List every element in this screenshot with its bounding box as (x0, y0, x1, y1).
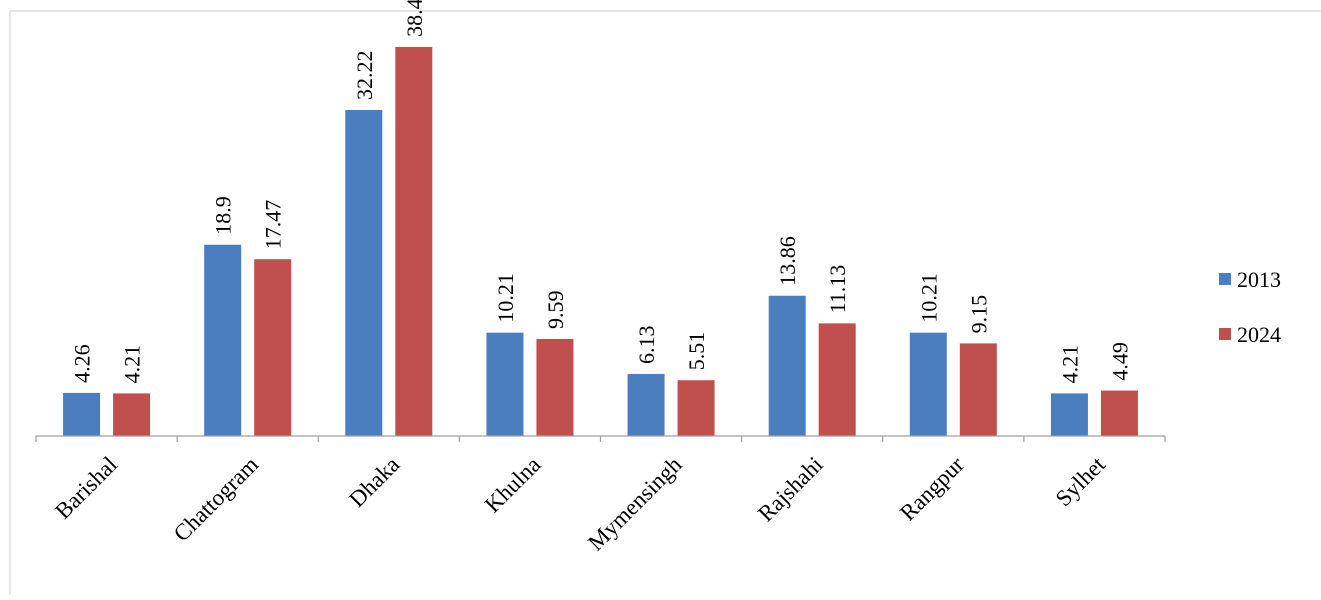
bar-2024-mymensingh (677, 380, 715, 436)
legend-swatch-2013 (1219, 273, 1231, 285)
data-label-2024-rajshahi: 11.13 (825, 265, 850, 314)
legend-label-2013: 2013 (1237, 267, 1281, 292)
data-label-2013-mymensingh: 6.13 (634, 325, 659, 364)
legend: 2013 2024 (1219, 267, 1281, 347)
data-label-2013-chattogram: 18.9 (211, 196, 236, 235)
bar-2024-chattogram (254, 259, 292, 436)
category-label-chattogram: Chattogram (169, 452, 264, 547)
data-label-2024-dhaka: 38.45 (402, 0, 427, 37)
bar-2013-barishal (63, 392, 101, 436)
bar-2013-rangpur (909, 332, 947, 436)
data-label-2024-barishal: 4.21 (120, 345, 145, 384)
bar-2013-mymensingh (627, 373, 665, 436)
bar-2013-rajshahi (768, 295, 806, 436)
data-label-2024-mymensingh: 5.51 (684, 332, 709, 371)
bar-2024-barishal (113, 393, 151, 436)
category-label-rangpur: Rangpur (895, 452, 969, 526)
data-label-2024-chattogram: 17.47 (261, 200, 286, 250)
data-label-2013-barishal: 4.26 (70, 344, 95, 383)
data-label-2024-khulna: 9.59 (543, 290, 568, 329)
category-label-rajshahi: Rajshahi (753, 452, 828, 527)
data-label-2024-rangpur: 9.15 (966, 295, 991, 334)
bar-2024-khulna (536, 338, 574, 436)
bar-2013-sylhet (1050, 393, 1088, 436)
x-axis-ticks (35, 436, 1166, 442)
bar-2024-sylhet (1100, 390, 1138, 436)
data-label-2013-dhaka: 32.22 (352, 50, 377, 100)
bar-2024-dhaka (395, 46, 433, 437)
bar-2013-dhaka (345, 109, 383, 436)
legend-label-2024: 2024 (1237, 322, 1281, 347)
bar-2013-khulna (486, 332, 524, 436)
value-labels-group: 4.26 4.21 18.9 17.47 32.22 38.45 10.21 9.59 6.13… (70, 0, 1133, 383)
data-label-2013-sylhet: 4.21 (1057, 345, 1082, 384)
category-label-mymensingh: Mymensingh (583, 452, 687, 556)
data-label-2013-rangpur: 10.21 (916, 273, 941, 323)
legend-swatch-2024 (1219, 328, 1231, 340)
data-label-2013-rajshahi: 13.86 (775, 236, 800, 286)
bar-2024-rajshahi (818, 323, 856, 436)
category-label-khulna: Khulna (480, 452, 546, 518)
category-label-sylhet: Sylhet (1051, 451, 1111, 511)
category-labels-group: Barishal Chattogram Dhaka Khulna Mymensingh R… (50, 451, 1110, 555)
bar-2024-rangpur (959, 343, 997, 436)
data-label-2024-sylhet: 4.49 (1107, 342, 1132, 381)
bar-2013-chattogram (204, 244, 242, 436)
category-label-dhaka: Dhaka (344, 452, 404, 512)
data-label-2013-khulna: 10.21 (493, 273, 518, 323)
category-label-barishal: Barishal (50, 452, 122, 524)
bars-group (63, 46, 1138, 437)
